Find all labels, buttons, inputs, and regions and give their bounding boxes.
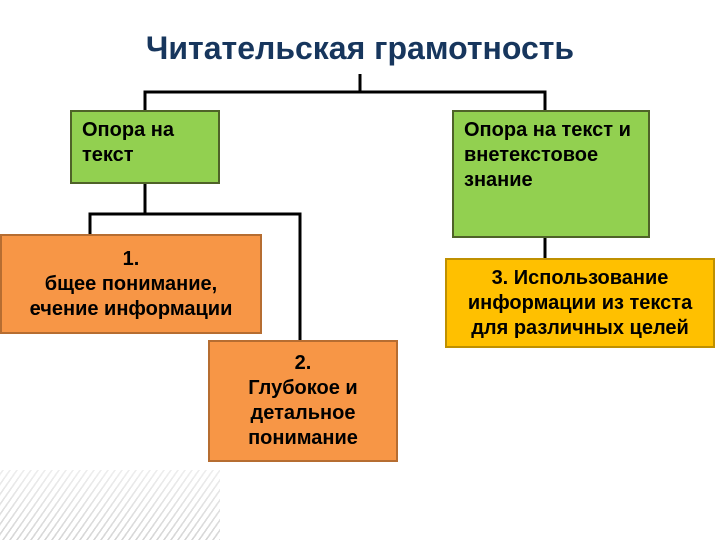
diagram-title: Читательская грамотность bbox=[108, 22, 612, 74]
node-orange-2: 2. Глубокое и детальное понимание bbox=[208, 340, 398, 462]
diagram-stage: { "canvas": { "width": 720, "height": 54… bbox=[0, 0, 720, 540]
node-left-green-text: Опора на текст bbox=[82, 118, 208, 168]
node-orange-1: 1. бщее понимание, ечение информации bbox=[0, 234, 262, 334]
node-right-green: Опора на текст и внетекстовое знание bbox=[452, 110, 650, 238]
node-orange-1-text: 1. бщее понимание, ечение информации bbox=[6, 247, 256, 322]
node-orange-2-text: 2. Глубокое и детальное понимание bbox=[220, 351, 386, 451]
node-right-green-text: Опора на текст и внетекстовое знание bbox=[464, 118, 638, 193]
diagram-title-text: Читательская грамотность bbox=[146, 28, 574, 68]
corner-hatch-decoration bbox=[0, 470, 220, 540]
node-orange-3: 3. Использование информации из текста дл… bbox=[445, 258, 715, 348]
node-orange-3-text: 3. Использование информации из текста дл… bbox=[453, 266, 707, 341]
node-left-green: Опора на текст bbox=[70, 110, 220, 184]
